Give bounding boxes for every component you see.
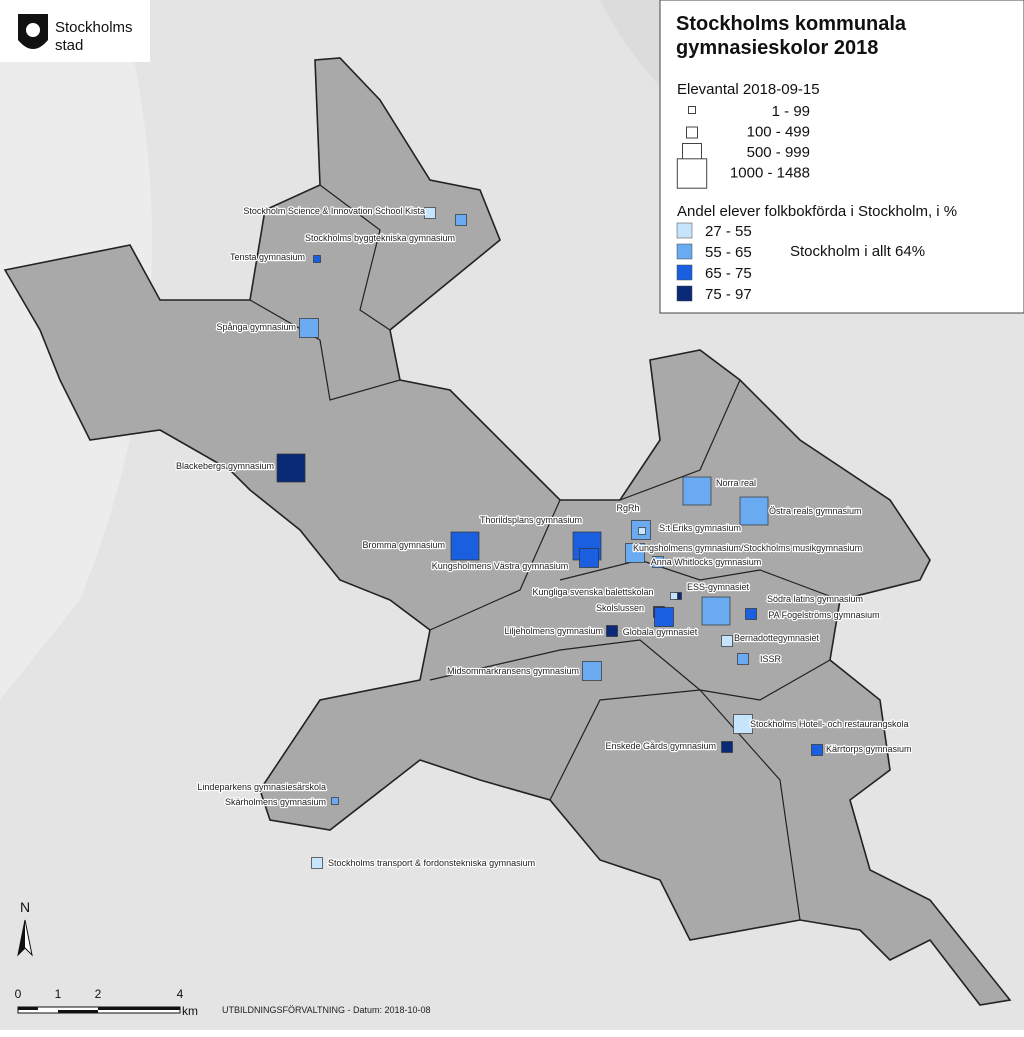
school-marker xyxy=(652,556,664,568)
school-marker xyxy=(638,527,646,535)
school-marker xyxy=(606,625,618,637)
school-label: Kungsholmens Västra gymnasium xyxy=(432,561,569,571)
school-marker xyxy=(455,214,467,226)
north-arrow xyxy=(17,919,33,957)
school-label: Anna Whitlocks gymnasium xyxy=(651,557,762,567)
school-label: Stockholms byggtekniska gymnasium xyxy=(305,233,455,243)
north-label: N xyxy=(20,899,30,915)
size-label: 1 - 99 xyxy=(772,103,810,120)
school-label: Thorildsplans gymnasium xyxy=(480,515,582,525)
school-markers xyxy=(276,207,823,869)
scale-label: 1 xyxy=(55,987,62,1001)
school-marker xyxy=(739,496,769,526)
legend-title-wrap: Stockholms kommunala gymnasieskolor 2018 xyxy=(676,13,907,59)
school-label: ESS-gymnasiet xyxy=(687,582,750,592)
school-label: Kärrtorps gymnasium xyxy=(826,744,912,754)
school-marker xyxy=(733,714,753,734)
share-swatch xyxy=(676,264,693,281)
footer: UTBILDNINGSFÖRVALTNING - Datum: 2018-10-… xyxy=(222,1005,431,1015)
school-label: Globala gymnasiet xyxy=(623,627,698,637)
share-swatch xyxy=(676,222,693,239)
school-label: Stockholms Hotell- och restaurangskola xyxy=(750,719,909,729)
school-marker xyxy=(721,741,733,753)
school-marker xyxy=(682,476,712,506)
school-labels: Stockholm Science & Innovation School Ki… xyxy=(175,205,913,870)
share-label: 65 - 75 xyxy=(705,265,752,282)
legend-title: Stockholms kommunala gymnasieskolor 2018 xyxy=(676,13,907,59)
share-swatch xyxy=(676,243,693,260)
share-label: 27 - 55 xyxy=(705,223,752,240)
school-label: Bernadottegymnasiet xyxy=(734,633,820,643)
school-marker xyxy=(276,453,306,483)
district-borders xyxy=(249,184,841,921)
school-marker xyxy=(745,608,757,620)
school-label: Östra reals gymnasium xyxy=(769,506,862,516)
school-label: Skolslussen xyxy=(596,603,644,613)
school-label: Liljeholmens gymnasium xyxy=(504,626,603,636)
school-marker xyxy=(582,661,602,681)
school-marker xyxy=(811,744,823,756)
school-label: Midsommarkransens gymnasium xyxy=(447,666,579,676)
size-label: 100 - 499 xyxy=(747,124,810,141)
legend-box xyxy=(659,0,1024,314)
share-label: 75 - 97 xyxy=(705,286,752,303)
logo-emblem xyxy=(26,23,40,37)
school-label: Skärholmens gymnasium xyxy=(225,797,326,807)
scale-unit: km xyxy=(182,1004,198,1018)
school-marker xyxy=(331,797,339,805)
scale-bar xyxy=(17,1006,181,1014)
school-marker xyxy=(299,318,319,338)
school-marker xyxy=(654,607,674,627)
size-symbol xyxy=(686,126,698,139)
share-title: Andel elever folkbokförda i Stockholm, i… xyxy=(677,203,957,220)
size-symbol xyxy=(676,158,708,189)
school-marker xyxy=(450,531,480,561)
school-label: Tensta gymnasium xyxy=(230,252,305,262)
school-label: Spånga gymnasium xyxy=(216,322,296,332)
school-label: Kungsholmens gymnasium/Stockholms musikg… xyxy=(633,543,862,553)
size-label: 500 - 999 xyxy=(747,144,810,161)
logo-text: stad xyxy=(55,37,83,54)
school-label: Södra latins gymnasium xyxy=(767,594,863,604)
school-label: RgRh xyxy=(616,503,639,513)
scale-label: 4 xyxy=(177,987,184,1001)
school-label: Norra real xyxy=(716,478,756,488)
school-label: Stockholms transport & fordonstekniska g… xyxy=(328,858,535,868)
school-label: Lindeparkens gymnasiesärskola xyxy=(197,782,326,792)
school-label: Kungliga svenska balettskolan xyxy=(532,587,653,597)
school-label: Bromma gymnasium xyxy=(362,540,445,550)
school-marker xyxy=(701,596,731,626)
size-label: 1000 - 1488 xyxy=(730,165,810,182)
school-label: ISSR xyxy=(760,654,782,664)
share-note: Stockholm i allt 64% xyxy=(790,243,925,260)
school-label: Enskede Gårds gymnasium xyxy=(605,741,716,751)
school-marker xyxy=(737,653,749,665)
school-label: Blackebergs gymnasium xyxy=(176,461,274,471)
share-swatch xyxy=(676,285,693,302)
school-label: PA Fogelströms gymnasium xyxy=(768,610,879,620)
school-label: Stockholm Science & Innovation School Ki… xyxy=(243,206,425,216)
school-marker xyxy=(625,543,645,563)
scale-label: 0 xyxy=(15,987,22,1001)
school-marker xyxy=(670,592,678,600)
school-marker xyxy=(721,635,733,647)
size-symbol xyxy=(688,106,696,114)
school-marker xyxy=(313,255,321,263)
school-marker xyxy=(579,548,599,568)
share-label: 55 - 65 xyxy=(705,244,752,261)
logo-text: Stockholms xyxy=(55,19,133,36)
bottom-strip xyxy=(0,1030,1024,1037)
scale-label: 2 xyxy=(95,987,102,1001)
school-label: S:t Eriks gymnasium xyxy=(659,523,741,533)
school-marker xyxy=(311,857,323,869)
school-marker xyxy=(424,207,436,219)
size-title: Elevantal 2018-09-15 xyxy=(677,81,820,98)
